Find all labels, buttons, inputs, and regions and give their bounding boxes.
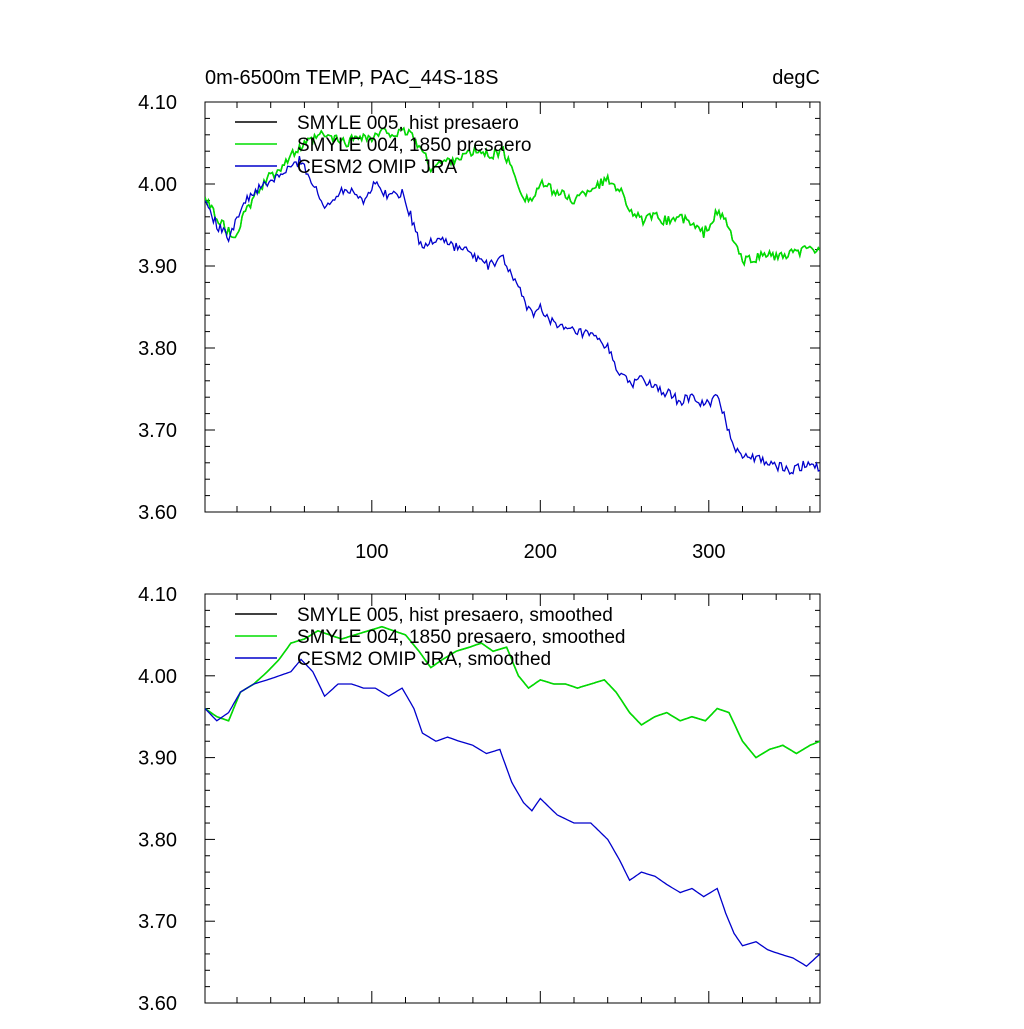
y-tick-label: 3.60 [138, 993, 177, 1015]
legend-label-1: SMYLE 005, hist presaero, smoothed [297, 605, 613, 626]
x-tick-label: 100 [355, 541, 388, 563]
panel-1: 3.60 3.70 3.80 3.90 4.00 4.10 100 200 300 0m-6500… [138, 67, 821, 563]
y-tick-label: 3.90 [138, 256, 177, 278]
legend-label-1: SMYLE 005, hist presaero [297, 113, 519, 134]
y-tick-label: 3.60 [138, 502, 177, 524]
legend-label-3: CESM2 OMIP JRA [297, 157, 457, 178]
x-tick-label: 300 [692, 541, 725, 563]
series-line-2 [205, 126, 820, 267]
y-tick-label: 3.70 [138, 911, 177, 933]
y-tick-label: 3.70 [138, 420, 177, 442]
plot-frame-2 [204, 593, 821, 1004]
y-tick-label: 4.10 [138, 92, 177, 114]
x-tick-label: 200 [524, 541, 557, 563]
chart-units: degC [772, 67, 820, 89]
panel-2: 3.60 3.70 3.80 3.90 4.00 4.10 SMYLE 005, hist … [138, 584, 821, 1015]
y-tick-label: 4.00 [138, 174, 177, 196]
plot-frame-1 [204, 101, 821, 513]
legend-label-2: SMYLE 004, 1850 presaero, smoothed [297, 627, 625, 648]
series-line-2 [205, 625, 820, 759]
legend-label-2: SMYLE 004, 1850 presaero [297, 135, 532, 156]
chart-title: 0m-6500m TEMP, PAC_44S-18S [205, 67, 498, 89]
series-line-3 [205, 658, 820, 967]
y-tick-label: 3.80 [138, 829, 177, 851]
y-tick-label: 3.90 [138, 748, 177, 770]
y-tick-label: 4.00 [138, 666, 177, 688]
legend-label-3: CESM2 OMIP JRA, smoothed [297, 649, 551, 670]
y-tick-label: 4.10 [138, 584, 177, 606]
series-line-3 [205, 155, 820, 476]
y-tick-label: 3.80 [138, 338, 177, 360]
